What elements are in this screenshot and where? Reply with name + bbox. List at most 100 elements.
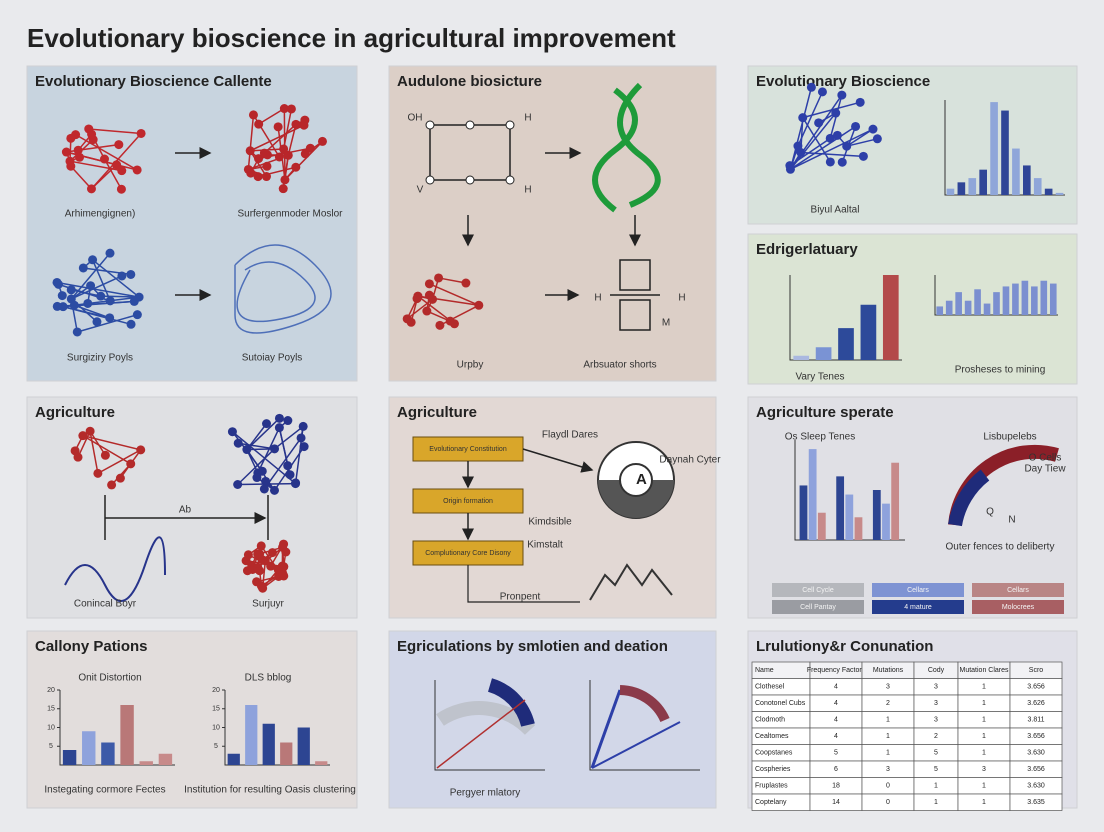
atom [126, 319, 136, 329]
atom [283, 150, 293, 160]
atom [465, 120, 475, 130]
bar [158, 753, 173, 765]
y-tick-label: 5 [49, 743, 53, 750]
table-text: 4 [834, 700, 838, 707]
bond [789, 94, 843, 170]
label: Lisbupelebs [983, 432, 1036, 443]
atom [136, 445, 146, 455]
bond [238, 442, 275, 450]
table-text: 2 [886, 700, 890, 707]
panel-title: Egriculations by smlotien and deation [397, 638, 668, 655]
table-text: Clodmoth [755, 717, 785, 724]
atom [136, 128, 146, 138]
bar [62, 750, 77, 765]
bond [69, 160, 122, 172]
y-tick-label: 15 [212, 706, 220, 713]
gauge-fill [598, 480, 674, 518]
table-text: 3.811 [1028, 717, 1045, 724]
atom [837, 90, 847, 100]
table-text: 1 [886, 717, 890, 724]
table-text: 3 [934, 684, 938, 691]
atom [280, 175, 290, 185]
bond [74, 304, 110, 319]
bar [120, 705, 134, 765]
bar [82, 731, 96, 765]
atom [227, 427, 237, 437]
atom [283, 461, 293, 471]
axis [224, 690, 330, 766]
label: Kimstalt [527, 540, 563, 551]
bond [77, 313, 138, 333]
atom [61, 147, 71, 157]
atom [107, 480, 117, 490]
atom [851, 121, 861, 131]
bar [936, 306, 944, 315]
bar [993, 292, 1000, 315]
atom [285, 470, 295, 480]
atom [505, 175, 515, 185]
atom [296, 433, 306, 443]
table-text: 3.656 [1027, 766, 1045, 773]
gauge-arc [619, 685, 670, 723]
atom [73, 145, 83, 155]
atom [254, 119, 264, 129]
atom [115, 473, 125, 483]
bond [100, 295, 140, 298]
atom [254, 154, 264, 164]
table-text: 1 [886, 750, 890, 757]
bar [1012, 148, 1020, 195]
bar [872, 490, 881, 540]
table-text: Clothesel [755, 684, 785, 691]
table-text: Cody [928, 667, 945, 674]
label: Pronpent [500, 592, 541, 603]
label: N [1008, 515, 1015, 526]
label: Biyul Aaltal [811, 205, 860, 216]
panel-title: Edrigerlatuary [756, 241, 858, 258]
atom [57, 291, 67, 301]
panel [388, 65, 717, 382]
atom [279, 144, 289, 154]
atom [278, 184, 288, 194]
label: DLS bblog [245, 673, 292, 684]
bar [845, 494, 854, 540]
table-text: 1 [982, 717, 986, 724]
table-text: 5 [934, 750, 938, 757]
label: Surgiziry Poyls [67, 353, 133, 364]
bar [1040, 280, 1048, 315]
table-text: 3.630 [1027, 750, 1045, 757]
table-text: 0 [886, 783, 890, 790]
atom [114, 140, 124, 150]
panel-title: Agriculture [35, 404, 115, 421]
table-text: 1 [934, 799, 938, 806]
atom [112, 160, 122, 170]
panel [747, 65, 1078, 225]
atom [814, 118, 824, 128]
flow-text: Evolutionary Constitution [429, 446, 507, 453]
atom [105, 296, 115, 306]
label: Onit Distortion [78, 673, 141, 684]
atom [84, 124, 94, 134]
atom [255, 566, 265, 576]
axis [59, 690, 175, 766]
label: H [524, 185, 531, 196]
label: H [678, 293, 685, 304]
bond [97, 449, 142, 475]
atom [274, 423, 284, 433]
atom [832, 130, 842, 140]
label: Q [986, 507, 994, 518]
label: A [636, 471, 647, 488]
atom [73, 452, 83, 462]
table-text: Fruplastes [755, 783, 788, 790]
atom [817, 87, 827, 97]
trend [590, 689, 622, 769]
table-text: Cealtomes [755, 733, 789, 740]
table-text: 3.635 [1027, 799, 1045, 806]
label: Arbsuator shorts [583, 360, 656, 371]
table-text: 2 [934, 733, 938, 740]
atom [505, 120, 515, 130]
bar [1012, 283, 1019, 315]
table-text: Name [755, 667, 774, 674]
table-text: 3.626 [1027, 700, 1045, 707]
bond [257, 427, 281, 474]
atom [825, 157, 835, 167]
